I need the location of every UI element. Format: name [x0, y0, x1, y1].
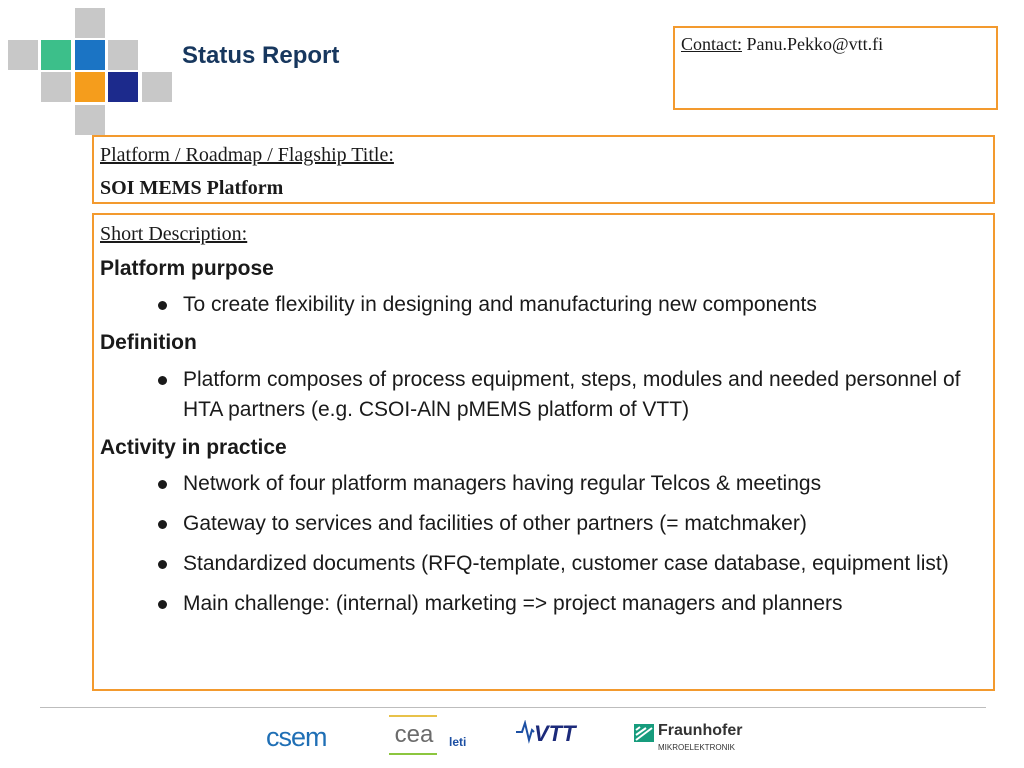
mosaic-square: [108, 40, 138, 70]
fraunhofer-text: Fraunhofer: [658, 722, 743, 739]
section-heading: Definition: [100, 331, 197, 355]
fraunhofer-sub-text: MIKROELEKTRONIK: [658, 743, 735, 752]
list-item: Network of four platform managers having…: [100, 469, 993, 499]
list-item: Platform composes of process equipment, …: [100, 365, 993, 425]
mosaic-square: [41, 40, 71, 70]
mosaic-square: [8, 40, 38, 70]
list-item: Standardized documents (RFQ-template, cu…: [100, 549, 993, 579]
bullet-icon: [158, 479, 167, 489]
fraunhofer-emblem-icon: [634, 724, 654, 742]
platform-label: Platform / Roadmap / Flagship Title:: [100, 144, 394, 166]
cea-logo: cea: [389, 715, 439, 761]
section-heading: Platform purpose: [100, 257, 274, 280]
mosaic-square: [108, 72, 138, 102]
mosaic-square: [41, 72, 71, 102]
list-item-text: Standardized documents (RFQ-template, cu…: [183, 551, 949, 575]
mosaic-square: [75, 40, 105, 70]
platform-value: SOI MEMS Platform: [100, 177, 284, 199]
description-label: Short Description:: [100, 223, 248, 245]
leti-text: leti: [449, 735, 467, 749]
mosaic-square: [75, 105, 105, 135]
page-title: Status Report: [182, 42, 340, 69]
cea-line-bottom: [389, 753, 437, 755]
list-item-text: To create flexibility in designing and m…: [183, 293, 817, 317]
platform-title-box: Platform / Roadmap / Flagship Title: SOI…: [92, 135, 995, 204]
bullet-icon: [158, 559, 167, 569]
description-box: Short Description: Platform purpose To c…: [92, 213, 995, 691]
bullet-list: To create flexibility in designing and m…: [100, 290, 993, 320]
list-item: Main challenge: (internal) marketing => …: [100, 589, 993, 619]
list-item-text: Main challenge: (internal) marketing => …: [183, 591, 843, 615]
leti-liten-logo: leti: [449, 736, 466, 748]
mosaic-square: [75, 8, 105, 38]
vtt-wave-icon: [516, 720, 535, 744]
mosaic-square: [75, 72, 105, 102]
contact-box: Contact: Panu.Pekko@vtt.fi: [673, 26, 998, 110]
bullet-list: Platform composes of process equipment, …: [100, 365, 993, 425]
list-item-text: Platform composes of process equipment, …: [183, 367, 961, 421]
list-item: Gateway to services and facilities of ot…: [100, 509, 993, 539]
bullet-icon: [158, 599, 167, 609]
cea-text: cea: [394, 721, 434, 748]
mosaic-square: [142, 72, 172, 102]
bullet-icon: [158, 375, 167, 385]
csem-logo: csem: [266, 722, 328, 752]
list-item-text: Gateway to services and facilities of ot…: [183, 511, 807, 535]
contact-label: Contact:: [681, 34, 742, 54]
cea-line-top: [389, 715, 437, 717]
bullet-list: Network of four platform managers having…: [100, 469, 993, 619]
bullet-icon: [158, 301, 167, 311]
section-heading: Activity in practice: [100, 435, 287, 459]
vtt-text: VTT: [534, 721, 576, 746]
list-item-text: Network of four platform managers having…: [183, 471, 822, 495]
footer-divider: [40, 707, 986, 708]
list-item: To create flexibility in designing and m…: [100, 290, 993, 320]
bullet-icon: [158, 519, 167, 529]
contact-email[interactable]: Panu.Pekko@vtt.fi: [746, 34, 884, 54]
